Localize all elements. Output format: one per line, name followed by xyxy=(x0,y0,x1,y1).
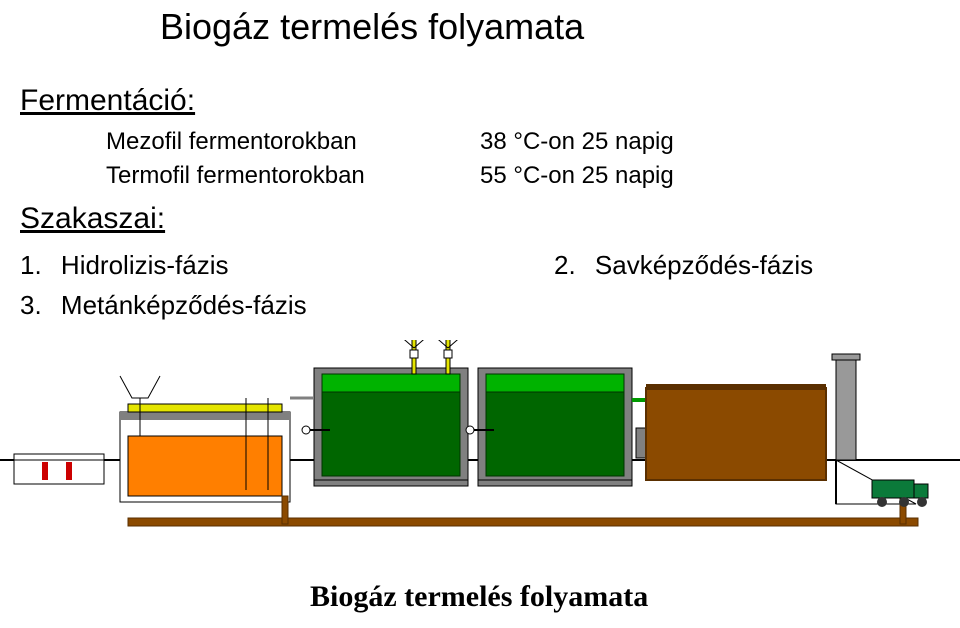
fermentation-right-1: 55 °C-on 25 napig xyxy=(480,162,674,190)
underground-pipe xyxy=(128,518,918,526)
phase-3-label: Metánképződés-fázis xyxy=(61,290,307,320)
phase-1-num: 1. xyxy=(20,250,42,280)
phase-2-label: Savképződés-fázis xyxy=(595,250,813,280)
fermenter-2-agitator-motor xyxy=(466,426,474,434)
fermenter-2-top xyxy=(486,374,624,392)
phase-2: 2. Savképződés-fázis xyxy=(554,250,813,281)
fermenter-1-agitator-motor xyxy=(302,426,310,434)
truck-wheel-3 xyxy=(917,497,927,507)
truck-wheel-1 xyxy=(877,497,887,507)
phases-heading: Szakaszai: xyxy=(20,202,165,236)
fermenter-1-top xyxy=(322,374,460,392)
mixer-liquid xyxy=(128,436,282,496)
truck-wheel-2 xyxy=(899,497,909,507)
chimney-cap xyxy=(832,354,860,360)
fermentation-left-1: Termofil fermentorokban xyxy=(106,162,365,190)
phase-1-label: Hidrolizis-fázis xyxy=(61,250,229,280)
weighbridge-pad xyxy=(14,454,104,460)
mixer-wall-top xyxy=(120,412,290,420)
fermentation-right-0: 38 °C-on 25 napig xyxy=(480,128,674,156)
phase-2-num: 2. xyxy=(554,250,576,280)
gas-box-1 xyxy=(410,350,418,358)
truck-cab xyxy=(914,484,928,498)
fermenter-1-base xyxy=(314,480,468,486)
weighbridge-post-2 xyxy=(66,462,72,480)
process-diagram xyxy=(0,340,960,560)
fermentation-left-0: Mezofil fermentorokban xyxy=(106,128,357,156)
between-unit xyxy=(636,428,646,458)
storage-tank xyxy=(646,388,826,480)
storage-tank-lid xyxy=(646,384,826,390)
fermenter-1-body xyxy=(322,392,460,476)
diagram-caption: Biogáz termelés folyamata xyxy=(310,580,648,614)
phase-3: 3. Metánképződés-fázis xyxy=(20,290,307,321)
pipe-riser-mixer xyxy=(282,496,288,524)
mixer-belt xyxy=(128,404,282,412)
weighbridge-pit xyxy=(14,460,104,484)
fermentation-heading: Fermentáció: xyxy=(20,84,195,118)
fermenter-2-base xyxy=(478,480,632,486)
diagram-svg xyxy=(0,340,960,560)
weighbridge-post-1 xyxy=(42,462,48,480)
mixer-hopper xyxy=(120,376,160,398)
truck-body xyxy=(872,480,914,498)
gas-box-2 xyxy=(444,350,452,358)
chimney xyxy=(836,358,856,460)
fermenter-2-body xyxy=(486,392,624,476)
phase-3-num: 3. xyxy=(20,290,42,320)
phase-1: 1. Hidrolizis-fázis xyxy=(20,250,229,281)
page-title: Biogáz termelés folyamata xyxy=(160,6,584,48)
truck xyxy=(872,480,928,507)
